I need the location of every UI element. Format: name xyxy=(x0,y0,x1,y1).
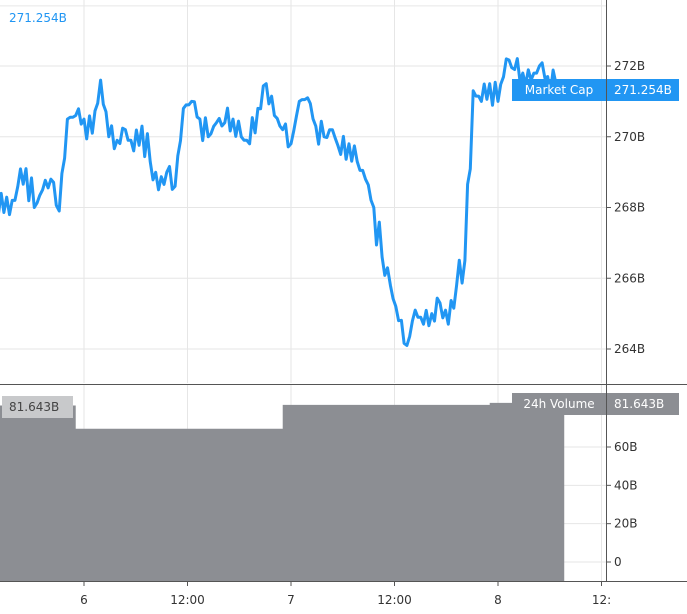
volume-tick-label: 0 xyxy=(614,555,622,569)
x-tick-label: 12: xyxy=(592,593,611,607)
market-cap-label-name-bg xyxy=(512,79,606,101)
volume-label-name: 24h Volume xyxy=(523,397,594,411)
y-tick-label: 270B xyxy=(614,130,645,144)
x-tick-label: 12:00 xyxy=(170,593,205,607)
market-cap-line xyxy=(0,57,566,347)
volume-label-value-bg xyxy=(607,393,679,415)
market-cap-label-value: 271.254B xyxy=(614,83,672,97)
x-tick-label: 12:00 xyxy=(377,593,412,607)
volume-tick-label: 60B xyxy=(614,440,638,454)
market-cap-last-value: 271.254B xyxy=(9,11,67,25)
x-tick-label: 8 xyxy=(494,593,502,607)
volume-last-value: 81.643B xyxy=(9,400,59,414)
volume-label-name-bg xyxy=(512,393,606,415)
market-cap-label-value-bg xyxy=(607,79,679,101)
volume-last-value-bg xyxy=(2,396,73,418)
y-tick-label: 272B xyxy=(614,59,645,73)
volume-area-fill xyxy=(0,402,565,581)
market-cap-label-name: Market Cap xyxy=(525,83,593,97)
y-tick-label: 268B xyxy=(614,201,645,215)
volume-label-value: 81.643B xyxy=(614,397,664,411)
market-cap-series-line xyxy=(0,57,566,347)
volume-tick-label: 20B xyxy=(614,517,638,531)
volume-area xyxy=(0,402,565,581)
x-tick-label: 6 xyxy=(80,593,88,607)
y-tick-label: 266B xyxy=(614,271,645,285)
labels: 271.254B 81.643B Market Cap 271.254B 24h Vol… xyxy=(2,11,679,418)
x-tick-label: 7 xyxy=(287,593,295,607)
volume-tick-label: 40B xyxy=(614,478,638,492)
y-tick-label: 264B xyxy=(614,342,645,356)
